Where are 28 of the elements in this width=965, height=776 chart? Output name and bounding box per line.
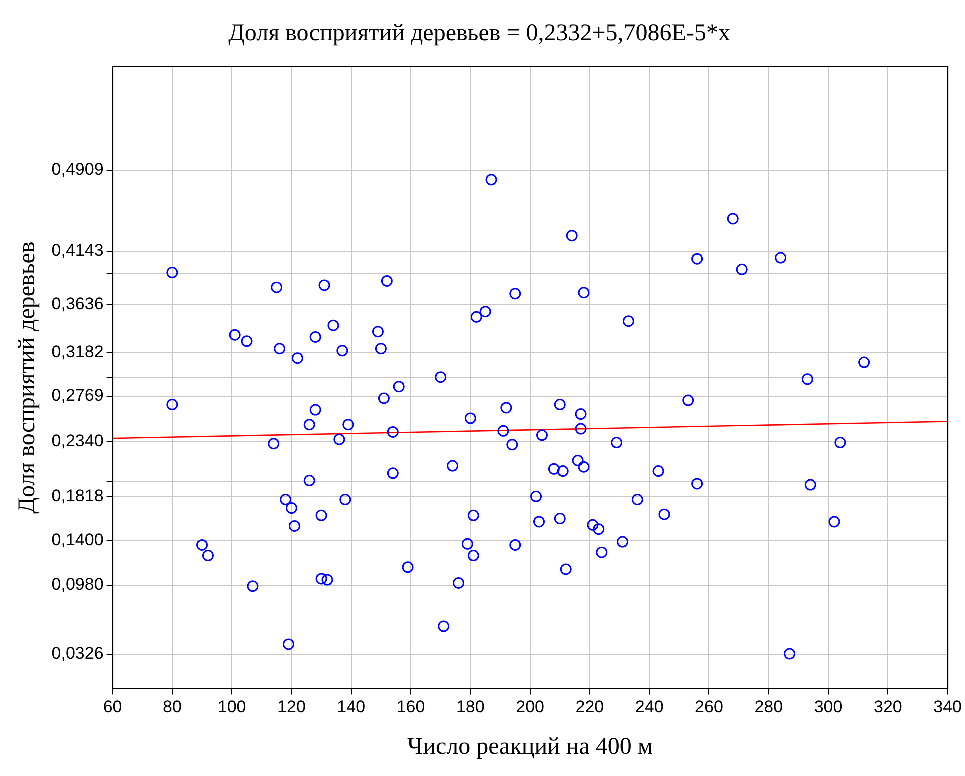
y-tick-label: 0,1818: [52, 486, 104, 506]
chart-title: Доля восприятий деревьев = 0,2332+5,7086E-5*x: [228, 20, 730, 47]
x-tick-label: 280: [754, 698, 784, 717]
x-tick-label: 260: [695, 698, 724, 717]
x-tick-label: 60: [103, 698, 122, 717]
y-tick-label: 0,3636: [52, 294, 104, 314]
x-axis-title: Число реакций на 400 м: [408, 734, 654, 760]
x-tick-label: 300: [814, 698, 843, 717]
x-tick-label: 340: [934, 698, 962, 717]
x-tick-label: 240: [635, 698, 664, 717]
y-tick-label: 0,4143: [52, 241, 104, 260]
y-tick-label: 0,0326: [52, 644, 104, 664]
x-tick-label: 220: [576, 698, 604, 717]
y-tick-label: 0,2769: [52, 386, 104, 406]
x-tick-label: 160: [396, 698, 426, 717]
y-axis-title: Доля восприятий деревьев: [14, 242, 41, 514]
y-tick-label: 0,3182: [52, 342, 104, 362]
y-tick-label: 0,2340: [52, 431, 104, 450]
x-tick-label: 180: [456, 698, 485, 717]
y-tick-label: 0,1400: [52, 530, 104, 550]
x-tick-label: 140: [337, 698, 366, 717]
x-tick-label: 320: [874, 698, 902, 717]
y-tick-label: 0,4909: [52, 160, 104, 180]
x-tick-label: 120: [278, 698, 306, 717]
x-tick-label: 80: [162, 698, 182, 717]
x-tick-label: 200: [516, 698, 544, 717]
y-tick-label: 0,0980: [52, 575, 104, 594]
x-tick-label: 100: [218, 698, 246, 717]
